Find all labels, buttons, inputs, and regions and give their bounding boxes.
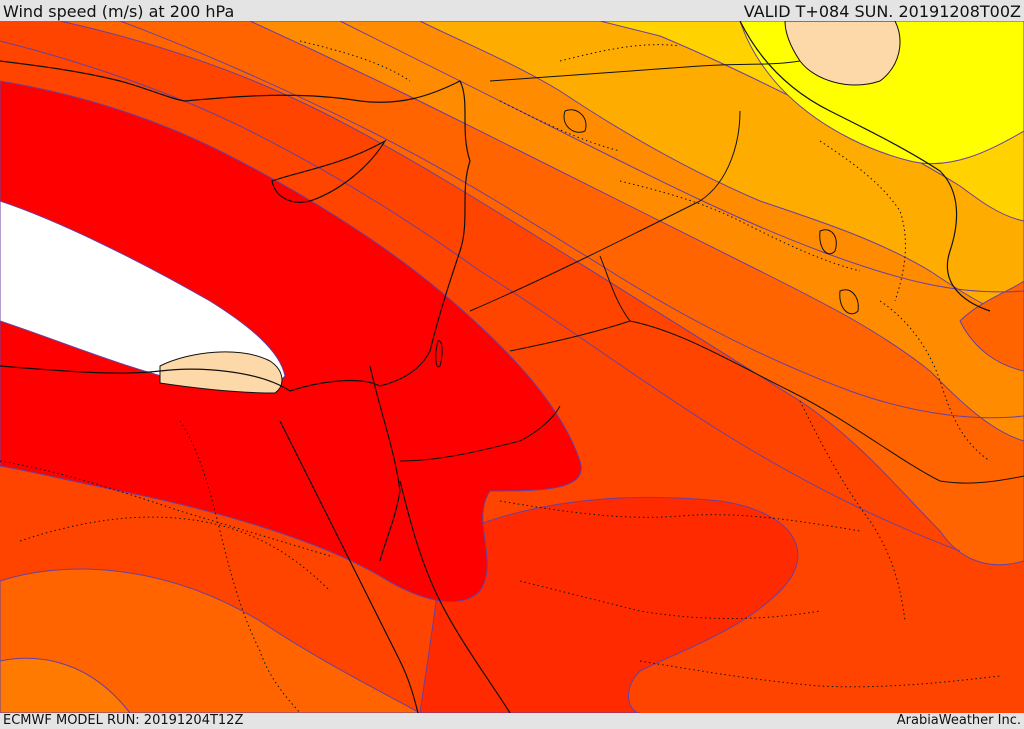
border-saudi-iraq <box>509 320 1024 484</box>
cyprus-island <box>271 139 387 203</box>
coastline-red-sea-east <box>399 480 511 713</box>
coastline-red-sea-west <box>279 420 419 713</box>
border-saudi-jordan <box>599 255 631 322</box>
border-egypt-sudan <box>399 405 561 462</box>
island-ne <box>839 289 859 315</box>
coastline-gulf <box>739 21 991 312</box>
band-sw-inner <box>0 657 131 713</box>
jet-core <box>0 80 582 603</box>
band-sw-outer <box>0 568 421 713</box>
border-saudi-jordan-iraq <box>469 110 741 312</box>
admin-borders <box>0 40 1001 713</box>
map-title: Wind speed (m/s) at 200 hPa <box>3 2 235 21</box>
coastline-egypt-north <box>0 365 381 392</box>
header-bar: Wind speed (m/s) at 200 hPa VALID T+084 … <box>0 0 1024 21</box>
valid-time-label: VALID T+084 SUN. 20191208T00Z <box>743 2 1021 21</box>
jet-max-white <box>0 200 286 390</box>
wind-speed-map <box>0 21 1024 713</box>
coastline-levant <box>184 80 471 387</box>
footer-bar: ECMWF MODEL RUN: 20191204T12Z ArabiaWeat… <box>0 713 1024 729</box>
contour-line-1 <box>0 40 961 552</box>
model-run-label: ECMWF MODEL RUN: 20191204T12Z <box>3 713 244 728</box>
contour-line-2 <box>119 21 1024 419</box>
lake-turkey <box>563 109 587 133</box>
credit-label: ArabiaWeather Inc. <box>896 713 1021 728</box>
patch-ne-peach <box>784 21 901 86</box>
contour-line-3 <box>339 21 1024 293</box>
coast-bay-peach <box>159 351 283 394</box>
border-syria-turkey <box>489 60 801 82</box>
coastline-sinai <box>369 365 401 562</box>
band-east <box>959 280 1024 372</box>
coastline-turkey <box>0 60 186 102</box>
dead-sea <box>435 340 443 368</box>
lake-ne <box>819 229 837 255</box>
band-south <box>419 496 799 713</box>
